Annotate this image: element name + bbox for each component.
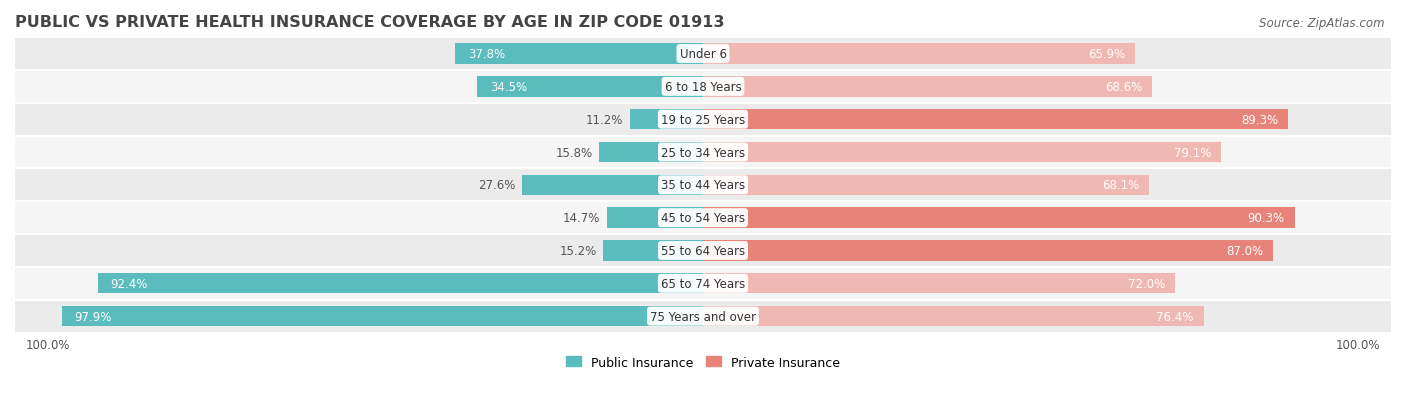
- Text: 65 to 74 Years: 65 to 74 Years: [661, 277, 745, 290]
- Bar: [15, 267, 1391, 300]
- Text: 34.5%: 34.5%: [491, 81, 527, 94]
- Text: 76.4%: 76.4%: [1156, 310, 1194, 323]
- Bar: [15, 235, 1391, 267]
- Bar: [97, 273, 703, 294]
- Bar: [15, 169, 1391, 202]
- Bar: [703, 44, 1135, 64]
- Text: 35 to 44 Years: 35 to 44 Years: [661, 179, 745, 192]
- Text: Source: ZipAtlas.com: Source: ZipAtlas.com: [1260, 17, 1385, 29]
- Bar: [599, 142, 703, 163]
- Text: 45 to 54 Years: 45 to 54 Years: [661, 211, 745, 225]
- Text: 89.3%: 89.3%: [1241, 114, 1278, 126]
- Text: 55 to 64 Years: 55 to 64 Years: [661, 244, 745, 257]
- Text: 68.1%: 68.1%: [1102, 179, 1139, 192]
- Bar: [603, 241, 703, 261]
- Text: 65.9%: 65.9%: [1088, 48, 1125, 61]
- Text: 15.8%: 15.8%: [555, 146, 593, 159]
- Text: 6 to 18 Years: 6 to 18 Years: [665, 81, 741, 94]
- Bar: [522, 175, 703, 195]
- Bar: [15, 71, 1391, 104]
- Bar: [703, 306, 1204, 327]
- Bar: [62, 306, 703, 327]
- Text: 87.0%: 87.0%: [1226, 244, 1263, 257]
- Bar: [15, 300, 1391, 333]
- Text: 79.1%: 79.1%: [1174, 146, 1212, 159]
- Text: 19 to 25 Years: 19 to 25 Years: [661, 114, 745, 126]
- Text: 68.6%: 68.6%: [1105, 81, 1143, 94]
- Text: 97.9%: 97.9%: [75, 310, 112, 323]
- Text: 25 to 34 Years: 25 to 34 Years: [661, 146, 745, 159]
- Bar: [15, 202, 1391, 235]
- Bar: [15, 136, 1391, 169]
- Bar: [703, 77, 1153, 97]
- Text: 27.6%: 27.6%: [478, 179, 516, 192]
- Text: 11.2%: 11.2%: [586, 114, 623, 126]
- Text: 92.4%: 92.4%: [111, 277, 148, 290]
- Text: 37.8%: 37.8%: [468, 48, 506, 61]
- Bar: [456, 44, 703, 64]
- Bar: [703, 175, 1149, 195]
- Bar: [606, 208, 703, 228]
- Legend: Public Insurance, Private Insurance: Public Insurance, Private Insurance: [561, 351, 845, 374]
- Bar: [15, 104, 1391, 136]
- Bar: [15, 38, 1391, 71]
- Text: PUBLIC VS PRIVATE HEALTH INSURANCE COVERAGE BY AGE IN ZIP CODE 01913: PUBLIC VS PRIVATE HEALTH INSURANCE COVER…: [15, 15, 724, 30]
- Bar: [703, 273, 1175, 294]
- Text: 90.3%: 90.3%: [1247, 211, 1285, 225]
- Text: 14.7%: 14.7%: [562, 211, 600, 225]
- Bar: [703, 241, 1272, 261]
- Text: Under 6: Under 6: [679, 48, 727, 61]
- Text: 15.2%: 15.2%: [560, 244, 598, 257]
- Text: 72.0%: 72.0%: [1128, 277, 1166, 290]
- Text: 75 Years and over: 75 Years and over: [650, 310, 756, 323]
- Bar: [703, 110, 1288, 130]
- Bar: [703, 208, 1295, 228]
- Bar: [703, 142, 1222, 163]
- Bar: [477, 77, 703, 97]
- Bar: [630, 110, 703, 130]
